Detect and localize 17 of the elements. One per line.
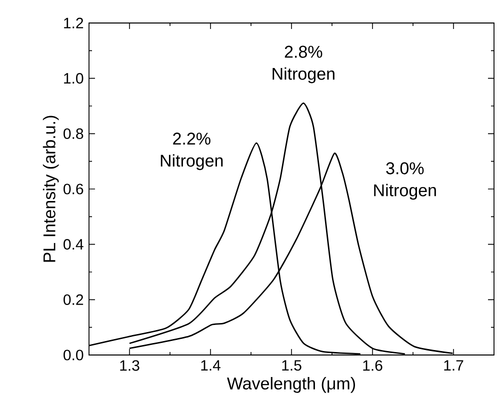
annotation: 3.0% Nitrogen: [374, 162, 436, 200]
annotation: 2.2% Nitrogen: [160, 132, 223, 170]
y-tick-label: 0.4: [64, 239, 84, 250]
x-tick-label: 1.6: [363, 360, 382, 371]
x-axis-title: Wavelength (μm): [227, 377, 355, 393]
y-axis-title: PL Intensity (arb.u.): [42, 116, 59, 262]
x-tick-label: 1.7: [444, 360, 464, 371]
y-tick-label: 1.0: [64, 73, 84, 84]
annotation: 2.8% Nitrogen: [272, 46, 334, 84]
y-tick-label: 0.2: [64, 294, 84, 305]
x-tick-label: 1.3: [120, 360, 140, 371]
y-tick-label: 0.8: [64, 128, 84, 139]
y-tick-label: 1.2: [64, 18, 84, 28]
x-tick-label: 1.4: [201, 360, 220, 371]
y-tick-label: 0.6: [64, 184, 84, 194]
x-tick-label: 1.5: [282, 360, 302, 371]
y-tick-label: 0.0: [64, 350, 84, 360]
